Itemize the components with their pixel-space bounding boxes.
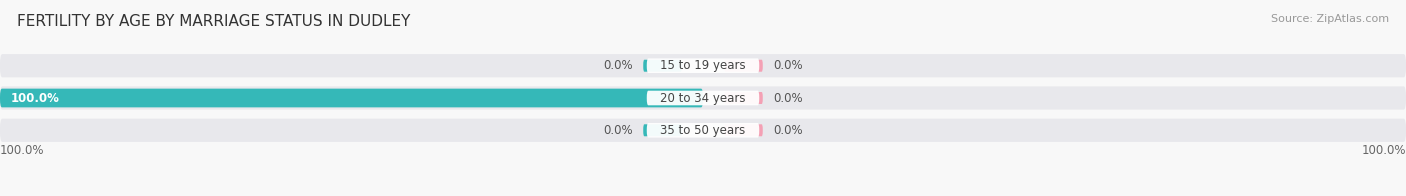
FancyBboxPatch shape (0, 89, 703, 107)
FancyBboxPatch shape (0, 119, 1406, 142)
FancyBboxPatch shape (724, 124, 762, 136)
Text: 20 to 34 years: 20 to 34 years (661, 92, 745, 104)
FancyBboxPatch shape (647, 91, 759, 105)
FancyBboxPatch shape (0, 86, 1406, 110)
Text: 0.0%: 0.0% (773, 59, 803, 72)
Text: 35 to 50 years: 35 to 50 years (661, 124, 745, 137)
Text: 0.0%: 0.0% (603, 124, 633, 137)
FancyBboxPatch shape (647, 123, 759, 138)
Text: 0.0%: 0.0% (603, 59, 633, 72)
FancyBboxPatch shape (0, 54, 1406, 77)
FancyBboxPatch shape (647, 58, 759, 73)
Text: 100.0%: 100.0% (10, 92, 59, 104)
Text: 0.0%: 0.0% (773, 92, 803, 104)
FancyBboxPatch shape (724, 60, 762, 72)
FancyBboxPatch shape (724, 92, 762, 104)
Text: 15 to 19 years: 15 to 19 years (661, 59, 745, 72)
Text: 100.0%: 100.0% (1361, 144, 1406, 157)
Text: Source: ZipAtlas.com: Source: ZipAtlas.com (1271, 14, 1389, 24)
FancyBboxPatch shape (644, 60, 682, 72)
FancyBboxPatch shape (644, 124, 682, 136)
Text: 100.0%: 100.0% (0, 144, 45, 157)
Text: FERTILITY BY AGE BY MARRIAGE STATUS IN DUDLEY: FERTILITY BY AGE BY MARRIAGE STATUS IN D… (17, 14, 411, 29)
Text: 0.0%: 0.0% (773, 124, 803, 137)
